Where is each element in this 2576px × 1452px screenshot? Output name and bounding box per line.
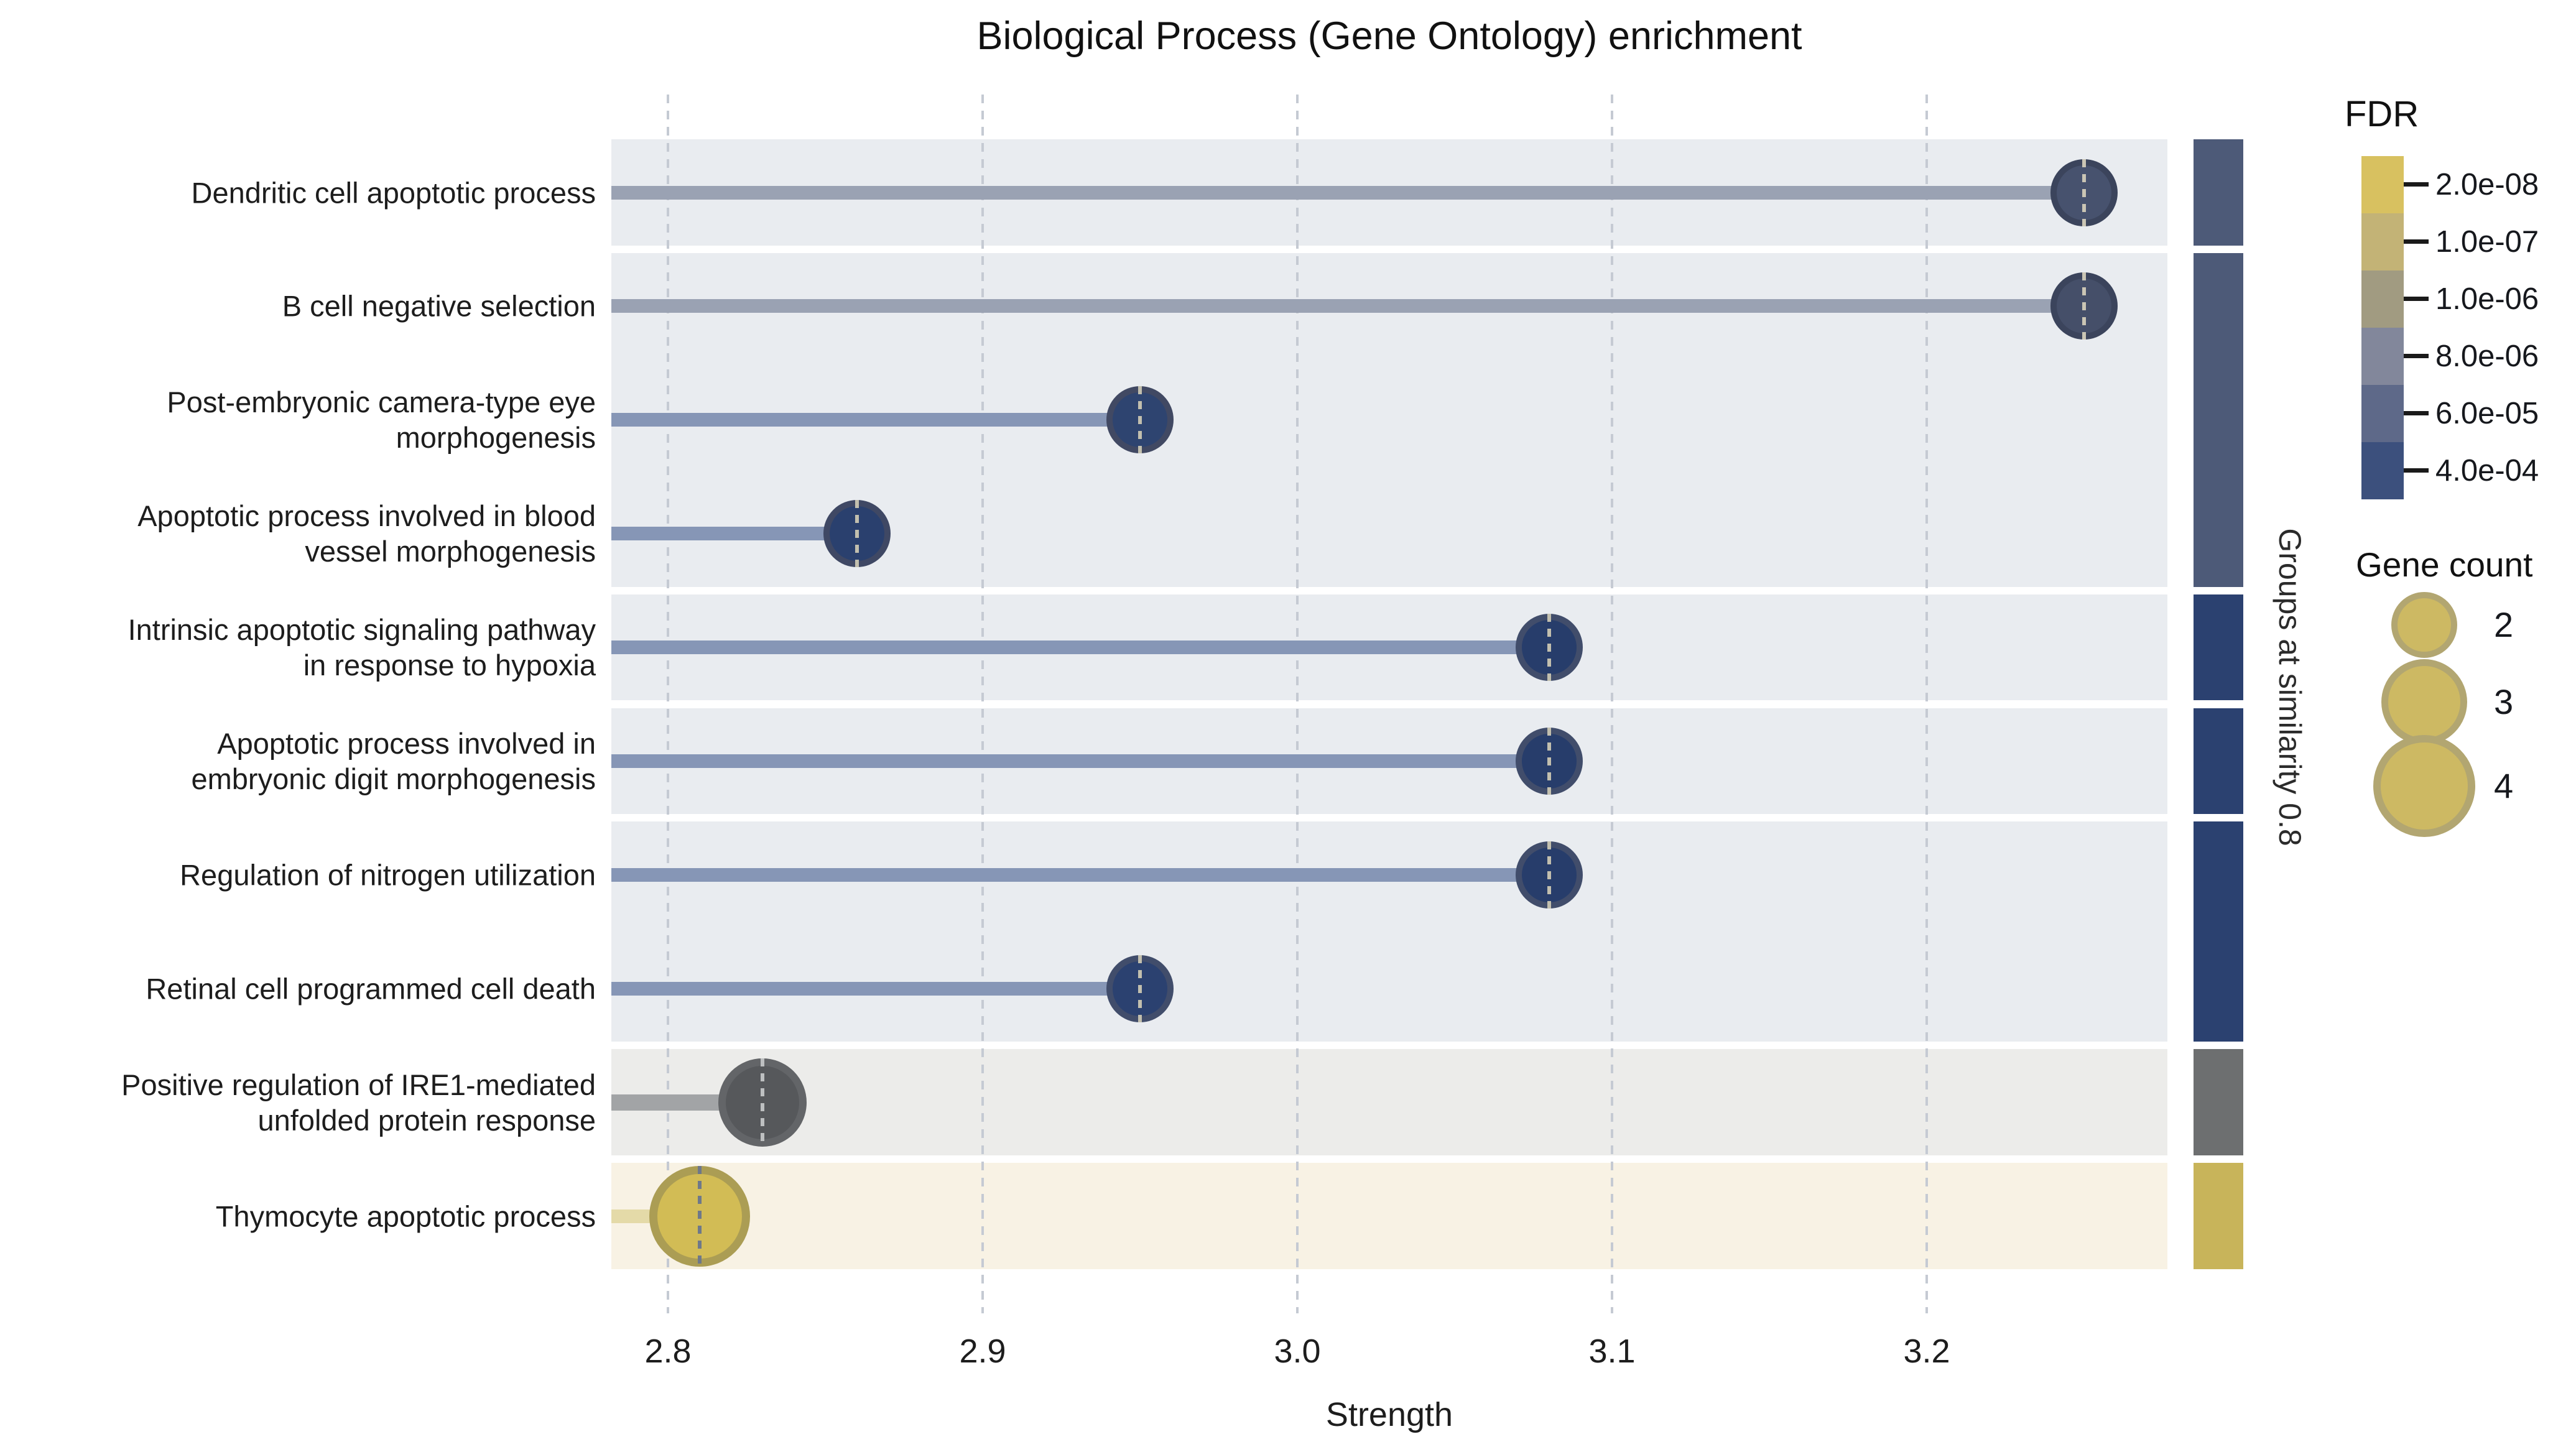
x-gridline xyxy=(667,95,669,1313)
chart-title: Biological Process (Gene Ontology) enric… xyxy=(976,14,1802,58)
gene-count-label: 3 xyxy=(2494,682,2514,721)
gene-count-legend-title: Gene count xyxy=(2356,545,2533,584)
x-tick-label: 2.8 xyxy=(644,1333,692,1370)
fdr-tick-label: 2.0e-08 xyxy=(2435,168,2539,201)
fdr-tick-mark xyxy=(2404,239,2429,244)
fdr-color-segment xyxy=(2361,385,2404,442)
gene-count-circle xyxy=(2381,659,2467,745)
x-tick-label: 3.0 xyxy=(1274,1333,1321,1370)
dot-guide-dashes xyxy=(1547,841,1551,909)
x-axis-title: Strength xyxy=(1325,1396,1453,1433)
x-tick-label: 3.2 xyxy=(1903,1333,1950,1370)
fdr-tick-label: 1.0e-07 xyxy=(2435,225,2539,259)
dot-guide-dashes xyxy=(1138,955,1142,1022)
lollipop-stem xyxy=(611,867,1549,882)
fdr-tick-mark xyxy=(2404,468,2429,473)
similarity-axis-title: Groups at similarity 0.8 xyxy=(2273,528,2307,846)
go-term-label: Post-embryonic camera-type eye morphogen… xyxy=(167,386,596,455)
go-term-label: Retinal cell programmed cell death xyxy=(146,972,596,1006)
x-tick-label: 3.1 xyxy=(1588,1333,1636,1370)
dot-guide-dashes xyxy=(855,500,859,568)
fdr-tick-mark xyxy=(2404,182,2429,187)
dot-guide-dashes xyxy=(697,1165,702,1267)
x-gridline xyxy=(1296,95,1299,1313)
fdr-color-segment xyxy=(2361,328,2404,385)
fdr-color-segment xyxy=(2361,213,2404,271)
fdr-tick-mark xyxy=(2404,297,2429,301)
go-term-label: Apoptotic process involved in embryonic … xyxy=(191,727,596,795)
lollipop-stem xyxy=(611,754,1549,768)
similarity-strip-segment xyxy=(2194,1163,2243,1269)
fdr-tick-label: 1.0e-06 xyxy=(2435,282,2539,316)
x-gridline xyxy=(1611,95,1613,1313)
similarity-strip-segment xyxy=(2194,139,2243,246)
dot-guide-dashes xyxy=(1138,386,1142,454)
fdr-tick-label: 4.0e-04 xyxy=(2435,454,2539,488)
fdr-color-segment xyxy=(2361,271,2404,328)
x-gridline xyxy=(1925,95,1928,1313)
fdr-tick-label: 6.0e-05 xyxy=(2435,397,2539,430)
lollipop-stem xyxy=(611,527,857,541)
go-term-label: Positive regulation of IRE1-mediated unf… xyxy=(121,1068,596,1137)
gene-count-label: 2 xyxy=(2494,605,2514,644)
dot-guide-dashes xyxy=(760,1058,764,1147)
x-tick-label: 2.9 xyxy=(959,1333,1006,1370)
dot-guide-dashes xyxy=(2082,272,2086,340)
go-term-label: Regulation of nitrogen utilization xyxy=(180,858,596,892)
group-band xyxy=(611,1163,2167,1269)
dot-guide-dashes xyxy=(1547,728,1551,795)
dot-guide-dashes xyxy=(2082,159,2086,226)
lollipop-stem xyxy=(611,981,1140,996)
gene-count-label: 4 xyxy=(2494,766,2514,805)
go-term-label: Intrinsic apoptotic signaling pathway in… xyxy=(127,613,596,682)
go-term-label: B cell negative selection xyxy=(282,289,596,323)
similarity-strip-segment xyxy=(2194,708,2243,815)
dot-guide-dashes xyxy=(1547,614,1551,682)
similarity-strip-segment xyxy=(2194,1049,2243,1156)
similarity-strip-segment xyxy=(2194,821,2243,1042)
x-gridline xyxy=(981,95,984,1313)
gene-count-circle xyxy=(2373,735,2475,837)
go-term-label: Apoptotic process involved in blood vess… xyxy=(137,499,596,568)
fdr-legend-title: FDR xyxy=(2345,94,2419,134)
fdr-tick-mark xyxy=(2404,411,2429,415)
group-band xyxy=(611,821,2167,1042)
go-term-label: Dendritic cell apoptotic process xyxy=(191,176,596,209)
group-band xyxy=(611,1049,2167,1156)
lollipop-stem xyxy=(611,185,2084,200)
fdr-tick-label: 8.0e-06 xyxy=(2435,340,2539,373)
similarity-strip-segment xyxy=(2194,252,2243,587)
lollipop-stem xyxy=(611,413,1140,427)
fdr-color-segment xyxy=(2361,156,2404,213)
lollipop-stem xyxy=(611,299,2084,313)
gene-count-circle xyxy=(2391,592,2457,658)
similarity-strip-segment xyxy=(2194,594,2243,701)
go-term-label: Thymocyte apoptotic process xyxy=(215,1200,596,1233)
lollipop-stem xyxy=(611,640,1549,655)
fdr-color-segment xyxy=(2361,442,2404,499)
fdr-tick-mark xyxy=(2404,354,2429,358)
